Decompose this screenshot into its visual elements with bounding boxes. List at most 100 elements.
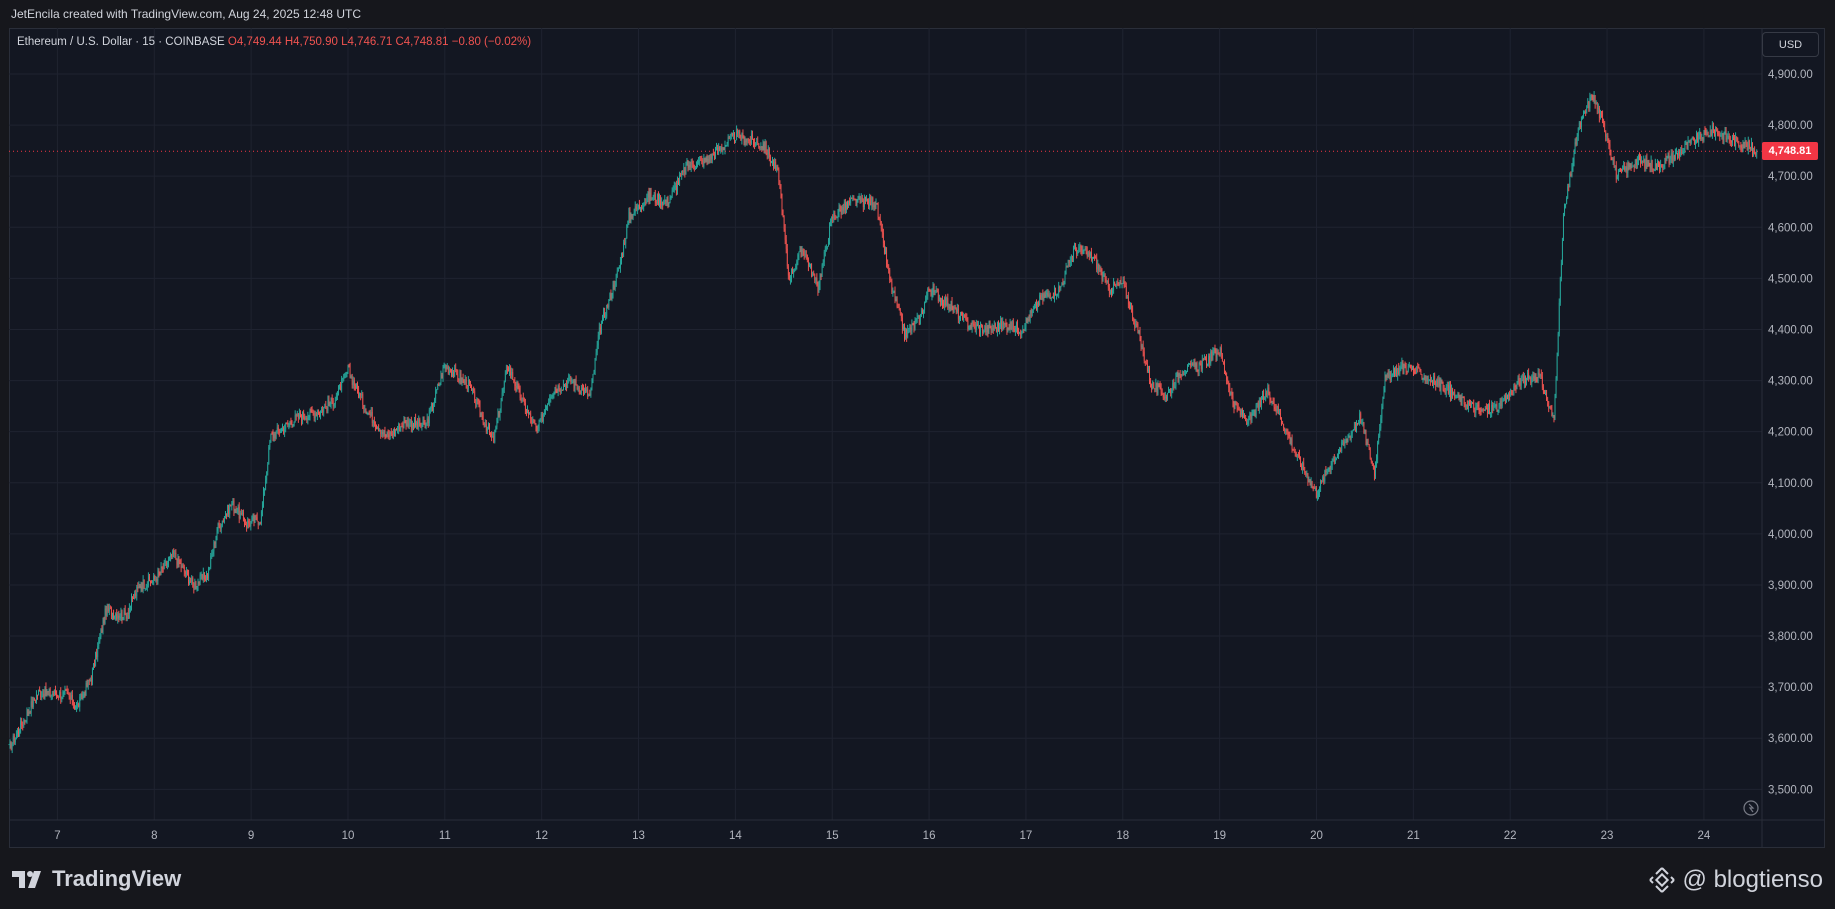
candle-body	[1500, 400, 1502, 407]
candle-body	[1477, 404, 1479, 406]
candle-body	[854, 198, 856, 200]
candle-body	[916, 317, 918, 321]
auto-scale-icon[interactable]	[1743, 800, 1759, 816]
candle-body	[1520, 376, 1522, 386]
candle-body	[843, 202, 845, 211]
candle-body	[1168, 391, 1169, 393]
candle-body	[335, 396, 337, 400]
candle-body	[305, 418, 307, 420]
candle-body	[521, 397, 523, 401]
candle-body	[520, 398, 522, 401]
candle-body	[1527, 373, 1528, 379]
candle-body	[695, 168, 696, 170]
candle-body	[524, 402, 526, 412]
candle-body	[1490, 412, 1492, 414]
candle-body	[1076, 249, 1078, 254]
candle-body	[889, 270, 891, 281]
candle-body	[1513, 386, 1515, 395]
candle-body	[1434, 375, 1436, 381]
candle-body	[836, 216, 838, 218]
candle-body	[1552, 415, 1554, 417]
candle-body	[660, 196, 661, 206]
candle-body	[859, 196, 861, 203]
candle-body	[953, 307, 955, 312]
candle-body	[650, 192, 652, 200]
candle-body	[652, 196, 654, 200]
candle-body	[536, 427, 538, 430]
candle-body	[818, 285, 820, 293]
candle-body	[923, 310, 924, 314]
candle-body	[1702, 137, 1704, 141]
candle-body	[532, 420, 534, 424]
candle-body	[485, 424, 487, 431]
candle-body	[1001, 320, 1003, 330]
candle-body	[388, 434, 390, 438]
candle-body	[1746, 143, 1748, 150]
candle-body	[322, 409, 324, 413]
candle-body	[1154, 388, 1156, 390]
candle-body	[942, 297, 943, 305]
candle-body	[1362, 422, 1364, 424]
candle-body	[501, 392, 503, 401]
candle-body	[409, 420, 411, 424]
candle-body	[89, 679, 91, 681]
candle-body	[835, 216, 837, 218]
candle-body	[1169, 389, 1170, 392]
candle-body	[180, 563, 182, 568]
candle-body	[871, 197, 873, 206]
candle-body	[1732, 137, 1733, 143]
candle-body	[189, 581, 190, 584]
candle-body	[1089, 252, 1091, 256]
candle-body	[1350, 433, 1352, 439]
candle-body	[927, 289, 929, 297]
candle-body	[1584, 112, 1585, 114]
candle-body	[1468, 402, 1469, 410]
candle-body	[919, 314, 921, 325]
candle-body	[1064, 271, 1066, 282]
candle-body	[1516, 382, 1518, 389]
candle-body	[1201, 358, 1203, 370]
candle-body	[522, 397, 524, 399]
candle-body	[1546, 392, 1547, 401]
candle-body	[450, 370, 451, 372]
candle-body	[1296, 454, 1298, 457]
candle-body	[1191, 363, 1193, 366]
candle-body	[741, 133, 743, 141]
candle-body	[752, 135, 753, 139]
candle-body	[1496, 404, 1498, 412]
watermark: @ blogtienso	[1648, 866, 1823, 894]
candle-body	[1270, 400, 1272, 403]
candle-body	[1101, 270, 1103, 280]
candle-body	[38, 689, 39, 695]
candle-body	[1306, 474, 1308, 476]
candle-body	[1570, 174, 1572, 177]
candle-body	[1268, 387, 1270, 396]
candle-body	[721, 147, 723, 151]
chart-frame[interactable]	[9, 28, 1825, 848]
candle-body	[1715, 130, 1716, 136]
candle-body	[422, 420, 424, 426]
candle-body	[856, 202, 858, 206]
candle-body	[940, 297, 941, 302]
candle-body	[1310, 481, 1312, 486]
candle-body	[176, 559, 178, 565]
currency-button[interactable]: USD	[1762, 32, 1819, 57]
candle-body	[768, 149, 770, 158]
candle-body	[1719, 135, 1721, 137]
tradingview-logo[interactable]: TradingView	[12, 866, 181, 892]
candle-body	[1308, 481, 1310, 483]
candle-body	[1458, 393, 1460, 400]
candle-body	[873, 205, 875, 208]
candle-body	[1623, 165, 1625, 170]
candle-body	[687, 160, 689, 168]
candle-body	[973, 323, 975, 326]
candle-body	[1642, 161, 1644, 163]
candle-body	[1106, 281, 1108, 283]
candle-body	[1261, 396, 1262, 405]
candle-body	[1008, 327, 1010, 330]
candle-body	[1562, 239, 1563, 264]
candle-body	[1407, 366, 1409, 372]
candle-body	[309, 408, 311, 417]
candle-body	[846, 202, 847, 210]
